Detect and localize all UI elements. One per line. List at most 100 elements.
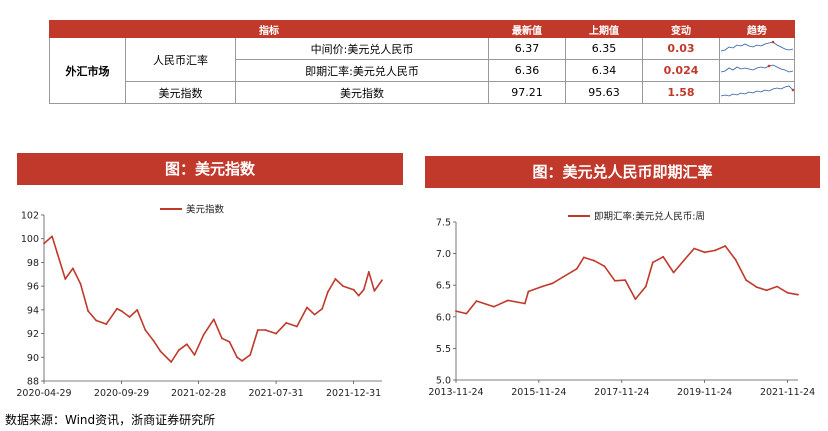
data-point (593, 259, 595, 262)
data-point (465, 312, 468, 315)
y-tick-label: 88 (27, 377, 39, 388)
data-point (241, 359, 244, 362)
data-point (352, 288, 355, 291)
data-point (170, 361, 173, 363)
y-tick-label: 6.0 (436, 312, 451, 323)
change-cell: 0.024 (642, 59, 720, 82)
y-tick-label: 5.0 (436, 376, 451, 387)
legend-label: 即期汇率:美元兑人民币:周 (594, 211, 705, 223)
header-trend: 趋势 (719, 20, 795, 38)
header-previous: 上期值 (565, 20, 643, 38)
data-point (51, 235, 54, 238)
x-tick-label: 2017-11-24 (594, 387, 649, 398)
data-point (714, 249, 716, 252)
latest-cell: 6.36 (488, 59, 566, 82)
data-point (786, 291, 789, 294)
data-point (373, 289, 376, 292)
data-point (551, 282, 554, 285)
change-cell: 0.03 (642, 37, 720, 60)
x-tick-label: 2021-11-24 (760, 387, 815, 398)
left-chart-banner: 图：美元指数 (17, 153, 403, 185)
trend-cell (719, 59, 795, 82)
data-point (634, 298, 637, 301)
data-point (95, 319, 98, 322)
x-tick-label: 2021-02-28 (171, 388, 226, 399)
series-line (43, 235, 383, 363)
data-point (603, 265, 606, 268)
data-point (193, 354, 196, 356)
data-point (693, 247, 696, 250)
table-row: 美元指数 美元指数 97.21 95.63 1.58 (50, 81, 795, 104)
data-point (56, 252, 59, 254)
data-point (357, 294, 360, 297)
header-indicator: 指标 (49, 20, 489, 38)
data-point (662, 255, 665, 258)
data-point (475, 300, 478, 302)
data-point (220, 337, 223, 340)
indicator-cell: 美元指数 (235, 81, 489, 104)
y-tick-label: 100 (21, 234, 39, 245)
data-point (362, 288, 365, 291)
y-tick-label: 94 (27, 305, 39, 316)
trend-cell (719, 37, 795, 60)
x-tick-label: 2020-04-29 (16, 388, 71, 399)
y-tick-label: 90 (27, 353, 39, 364)
y-tick-label: 7.5 (436, 218, 451, 229)
dollar-index-chart: 88 90 92 94 96 98 100 102 2020-04-29 2020-09-29 20… (16, 204, 383, 399)
data-point (295, 325, 298, 328)
category-cell: 外汇市场 (49, 37, 126, 104)
data-point (682, 259, 685, 262)
data-point (651, 261, 654, 264)
data-point (492, 305, 495, 308)
data-point (776, 285, 779, 288)
data-point (87, 310, 89, 312)
group-cell: 人民币汇率 (125, 37, 236, 82)
right-chart-banner: 图：美元兑人民币即期汇率 (425, 156, 820, 188)
data-point (306, 306, 308, 309)
data-point (703, 251, 706, 254)
y-tick-label: 7.0 (436, 249, 451, 260)
data-point (152, 339, 155, 342)
data-point (202, 333, 205, 336)
data-point (177, 349, 180, 352)
data-point (120, 310, 123, 312)
data-point (613, 279, 616, 282)
data-point (765, 289, 768, 292)
header-latest: 最新值 (488, 20, 566, 38)
data-point (64, 278, 67, 280)
data-point (342, 285, 344, 288)
table-row: 即期汇率:美元兑人民币 6.36 6.34 0.024 (50, 59, 795, 82)
data-point (128, 316, 131, 318)
sparkline (720, 64, 794, 73)
table-header-row: 指标 最新值 上期值 变动 趋势 (49, 20, 795, 38)
data-point (541, 285, 544, 288)
data-point (256, 329, 259, 331)
latest-cell: 6.37 (488, 37, 566, 60)
data-point (186, 343, 188, 346)
previous-cell: 6.35 (565, 37, 643, 60)
data-point (249, 354, 252, 356)
data-point (672, 271, 675, 274)
data-point (381, 279, 383, 282)
y-tick-label: 92 (27, 329, 39, 340)
data-point (313, 313, 316, 316)
data-point (724, 245, 727, 247)
data-point (159, 350, 162, 353)
fx-market-table: 指标 最新值 上期值 变动 趋势 外汇市场 人民币汇率 中间价:美元兑人民币 6… (49, 20, 795, 104)
group-cell: 美元指数 (125, 81, 236, 104)
data-point (136, 308, 139, 311)
data-point (43, 242, 45, 245)
data-point (236, 356, 238, 359)
data-point (624, 279, 627, 282)
data-point (562, 276, 564, 278)
data-point (326, 291, 329, 293)
data-point (212, 318, 215, 321)
x-tick-label: 2015-11-24 (511, 387, 566, 398)
data-point (523, 302, 526, 305)
data-point (285, 322, 288, 324)
data-point (734, 259, 737, 261)
data-point (275, 332, 277, 335)
data-point (644, 285, 647, 288)
data-point (79, 282, 82, 285)
data-point (506, 299, 509, 302)
